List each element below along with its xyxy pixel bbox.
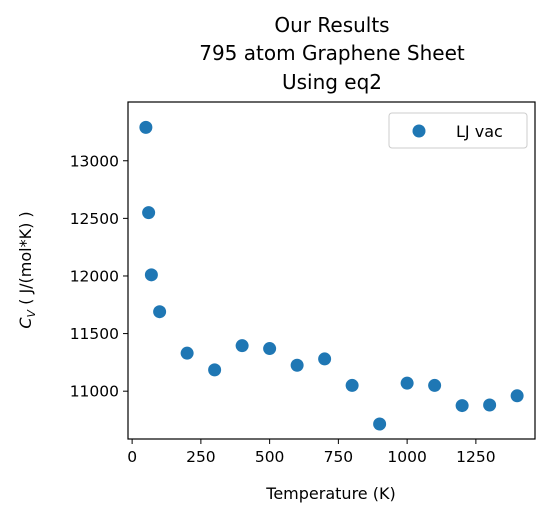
data-point xyxy=(483,398,497,412)
y-tick-label: 12500 xyxy=(70,210,119,228)
data-point xyxy=(208,363,222,377)
plot-frame xyxy=(127,101,536,440)
data-point xyxy=(153,305,167,319)
x-tick-label: 250 xyxy=(186,448,216,466)
data-points xyxy=(139,120,524,431)
x-axis-ticks: 0 250 500 750 1000 1250 xyxy=(127,439,496,466)
y-tick-label: 13000 xyxy=(70,152,119,170)
data-point xyxy=(142,206,156,220)
data-point xyxy=(373,417,387,431)
data-point xyxy=(428,378,442,392)
legend-marker xyxy=(412,124,426,138)
y-axis-label-variable: C xyxy=(16,317,35,329)
data-point xyxy=(510,389,524,403)
chart-title-line-1: Our Results xyxy=(274,13,389,37)
x-tick-label: 0 xyxy=(127,448,137,466)
chart-title: Our Results 795 atom Graphene Sheet Usin… xyxy=(199,13,465,94)
legend-box xyxy=(388,112,528,149)
data-point xyxy=(144,268,158,282)
data-point xyxy=(139,120,153,134)
data-point xyxy=(263,342,277,356)
x-tick-label: 750 xyxy=(324,448,354,466)
x-tick-label: 500 xyxy=(255,448,285,466)
y-tick-label: 11500 xyxy=(70,325,119,343)
y-axis-ticks: 11000 11500 12000 12500 13000 xyxy=(70,152,128,401)
data-point xyxy=(235,339,249,353)
data-point xyxy=(318,352,332,366)
chart-title-line-3: Using eq2 xyxy=(282,70,382,94)
legend-label: LJ vac xyxy=(456,122,503,141)
y-axis-label-subscript: V xyxy=(25,309,38,318)
y-tick-label: 11000 xyxy=(70,383,119,401)
data-point xyxy=(455,399,469,413)
data-point xyxy=(400,376,414,390)
data-point xyxy=(290,358,304,372)
y-axis-label-units: ( J/(mol*K) ) xyxy=(16,211,35,310)
x-axis-label: Temperature (K) xyxy=(265,484,395,503)
data-point xyxy=(345,378,359,392)
y-tick-label: 12000 xyxy=(70,267,119,285)
chart-title-line-2: 795 atom Graphene Sheet xyxy=(199,41,465,65)
x-tick-label: 1250 xyxy=(456,448,495,466)
y-axis-label: CV ( J/(mol*K) ) xyxy=(16,211,38,328)
data-point xyxy=(180,346,194,360)
legend: LJ vac xyxy=(388,112,528,149)
x-tick-label: 1000 xyxy=(387,448,426,466)
